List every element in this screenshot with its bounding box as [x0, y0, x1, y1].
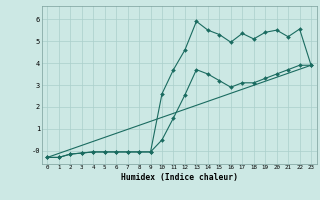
X-axis label: Humidex (Indice chaleur): Humidex (Indice chaleur) [121, 173, 238, 182]
